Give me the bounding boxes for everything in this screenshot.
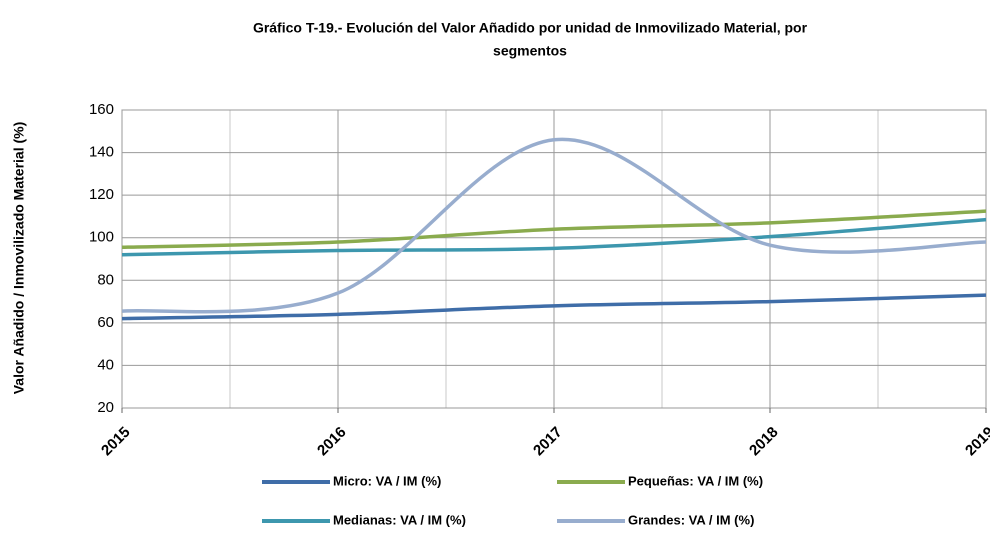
y-tick-label: 100	[89, 229, 114, 246]
x-tick-label: 2017	[530, 424, 566, 460]
legend-label: Grandes: VA / IM (%)	[628, 512, 754, 527]
chart-title: segmentos	[493, 43, 567, 59]
line-series	[121, 137, 987, 314]
line-series	[121, 217, 987, 257]
legend-label: Medianas: VA / IM (%)	[333, 512, 466, 527]
y-tick-label: 120	[89, 186, 114, 203]
y-axis-label: Valor Añadido / Inmovilizado Material (%…	[11, 122, 27, 395]
line-series	[121, 209, 987, 250]
y-tick-label: 160	[89, 101, 114, 118]
x-tick-label: 2015	[98, 424, 134, 460]
legend-label: Micro: VA / IM (%)	[333, 473, 441, 488]
chart-title: Gráfico T-19.- Evolución del Valor Añadi…	[253, 20, 808, 36]
line-series	[121, 293, 987, 321]
y-tick-label: 60	[97, 314, 114, 331]
x-tick-label: 2018	[746, 424, 782, 460]
y-tick-label: 80	[97, 271, 114, 288]
y-tick-label: 20	[97, 399, 114, 416]
x-tick-label: 2016	[314, 424, 350, 460]
y-tick-label: 140	[89, 144, 114, 161]
x-tick-label: 2019	[962, 424, 990, 460]
y-tick-label: 40	[97, 356, 114, 373]
legend-label: Pequeñas: VA / IM (%)	[628, 473, 763, 488]
